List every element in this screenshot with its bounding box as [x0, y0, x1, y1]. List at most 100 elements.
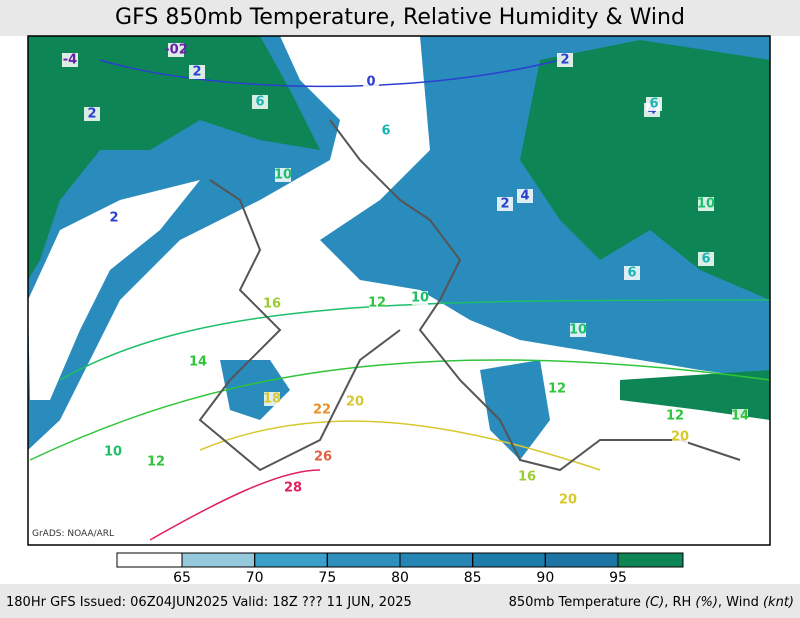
contour-label: 10	[274, 168, 292, 183]
contour-label: 14	[189, 355, 207, 370]
colorbar-label: 70	[246, 570, 264, 586]
contour-label: 6	[255, 95, 264, 110]
contour-label: 6	[701, 252, 710, 267]
label-box	[369, 296, 385, 310]
contour-label: 6	[381, 124, 390, 139]
colorbar-swatch	[254, 552, 328, 568]
label-box	[148, 455, 164, 469]
colorbar-label: 65	[173, 570, 191, 586]
label-box	[646, 97, 662, 111]
contour-label: 10	[104, 445, 122, 460]
contour-label: 2	[87, 107, 96, 122]
footer-part: (C)	[645, 595, 664, 610]
label-box	[497, 197, 513, 211]
colorbar-swatch	[116, 552, 183, 568]
contour-labels: -4-0222202246666610101010121212141416161…	[62, 43, 749, 508]
label-box	[519, 470, 535, 484]
credit: GrADS: NOAA/ARL	[32, 529, 114, 539]
label-box	[190, 355, 206, 369]
footer-bar	[0, 584, 800, 618]
label-box	[62, 53, 78, 67]
colorbar-label: 90	[536, 570, 554, 586]
label-box	[732, 409, 748, 423]
contour-label: 26	[314, 450, 332, 465]
label-box	[315, 450, 331, 464]
contour-label: 16	[518, 470, 536, 485]
colorbar-swatch	[399, 552, 474, 568]
contour-label: 0	[366, 75, 375, 90]
label-box	[84, 107, 100, 121]
contour-label: 16	[263, 297, 281, 312]
contour-label: 18	[263, 392, 281, 407]
contour-label: -02	[164, 43, 188, 58]
label-box	[560, 493, 576, 507]
colorbar: 65 70 75 80 85 90 95	[116, 552, 684, 586]
label-box	[168, 43, 184, 57]
title-bar	[0, 0, 800, 36]
label-box	[264, 297, 280, 311]
contour-label: 12	[368, 296, 386, 311]
footer-part: (%)	[695, 595, 718, 610]
label-box	[667, 409, 683, 423]
contour-label: 28	[284, 481, 302, 496]
footer-part: , Wind	[718, 595, 763, 610]
label-box	[557, 53, 573, 67]
footer-right: 850mb Temperature (C), RH (%), Wind (knt…	[509, 595, 794, 610]
label-box	[275, 168, 291, 182]
colorbar-label: 80	[391, 570, 409, 586]
label-box	[378, 124, 394, 138]
colorbar-label: 75	[318, 570, 336, 586]
label-box	[672, 430, 688, 444]
contour-label: -4	[63, 53, 77, 68]
contour-label: 20	[671, 430, 689, 445]
colorbar-swatch	[617, 552, 684, 568]
title: GFS 850mb Temperature, Relative Humidity…	[115, 5, 685, 30]
label-box	[189, 65, 205, 79]
label-box	[412, 291, 428, 305]
map: GrADS: NOAA/ARL	[27, 35, 771, 546]
label-box	[570, 323, 586, 337]
colorbar-swatch	[181, 552, 256, 568]
contour-label: 6	[627, 266, 636, 281]
label-box	[285, 481, 301, 495]
footer-part: 850mb Temperature	[509, 595, 645, 610]
label-box	[106, 211, 122, 225]
contour-label: 22	[313, 403, 331, 418]
label-box	[105, 445, 121, 459]
contour-label: 10	[411, 291, 429, 306]
contour-label: 2	[560, 53, 569, 68]
contour-label: 6	[649, 97, 658, 112]
contour-label: 2	[109, 211, 118, 226]
label-box	[314, 403, 330, 417]
contour-label: 10	[569, 323, 587, 338]
contour-label: 12	[147, 455, 165, 470]
contour-label: 4	[520, 189, 529, 204]
label-box	[252, 95, 268, 109]
contour-label: 12	[666, 409, 684, 424]
contour-label: 20	[346, 395, 364, 410]
label-box	[264, 392, 280, 406]
contour-label: 20	[559, 493, 577, 508]
label-box	[363, 75, 379, 89]
contour-label: 10	[697, 197, 715, 212]
label-box	[347, 395, 363, 409]
contour-label: 14	[731, 409, 749, 424]
colorbar-label: 95	[609, 570, 627, 586]
contour-label: 12	[548, 382, 566, 397]
colorbar-swatch	[326, 552, 401, 568]
colorbar-swatch	[472, 552, 546, 568]
contour-label: 2	[192, 65, 201, 80]
label-box	[624, 266, 640, 280]
colorbar-swatch	[544, 552, 619, 568]
contour-label: 2	[500, 197, 509, 212]
colorbar-label: 85	[464, 570, 482, 586]
footer-left: 180Hr GFS Issued: 06Z04JUN2025 Valid: 18…	[6, 595, 412, 610]
footer-part: , RH	[664, 595, 695, 610]
label-box	[517, 189, 533, 203]
footer-part: (knt)	[763, 595, 794, 610]
label-box	[698, 197, 714, 211]
label-box	[698, 252, 714, 266]
label-box	[549, 382, 565, 396]
